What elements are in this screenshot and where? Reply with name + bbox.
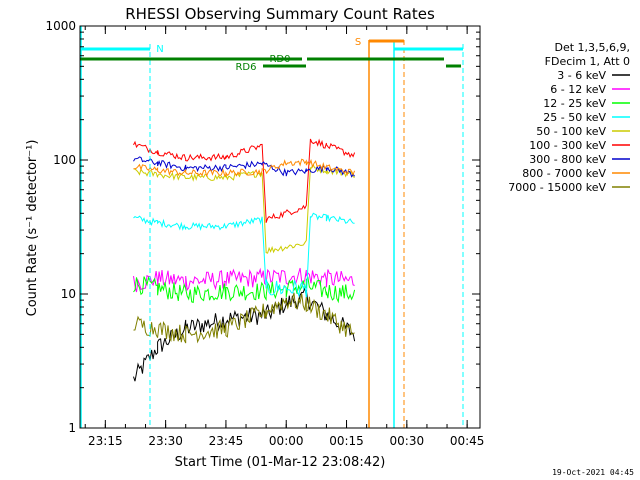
legend-label: 6 - 12 keV bbox=[550, 83, 606, 96]
x-tick-label: 23:30 bbox=[148, 434, 183, 448]
x-tick-label: 23:45 bbox=[209, 434, 244, 448]
series-line bbox=[133, 158, 356, 178]
x-tick-label: 00:00 bbox=[269, 434, 304, 448]
y-tick-label: 1000 bbox=[45, 19, 76, 33]
series-line bbox=[133, 212, 355, 298]
series-line bbox=[133, 275, 356, 304]
legend-label: 50 - 100 keV bbox=[536, 125, 606, 138]
series-line bbox=[133, 156, 355, 178]
legend-label: 300 - 800 keV bbox=[529, 153, 606, 166]
y-axis-label: Count Rate (s⁻¹ detector⁻¹) bbox=[25, 140, 40, 317]
x-tick-label: 23:15 bbox=[88, 434, 123, 448]
render-timestamp: 19-Oct-2021 04:45 bbox=[552, 468, 634, 477]
legend-label: 100 - 300 keV bbox=[529, 139, 606, 152]
series-line bbox=[133, 138, 356, 223]
legend-label: 7000 - 15000 keV bbox=[508, 181, 606, 194]
flag-label: S bbox=[355, 37, 361, 48]
legend: Det 1,3,5,6,9,FDecim 1, Att 03 - 6 keV6 … bbox=[508, 41, 630, 194]
chart-title: RHESSI Observing Summary Count Rates bbox=[125, 5, 435, 23]
legend-title: FDecim 1, Att 0 bbox=[545, 55, 630, 68]
y-tick-label: 100 bbox=[53, 153, 76, 167]
series-line bbox=[133, 164, 355, 254]
series-line bbox=[133, 292, 355, 344]
y-tick-label: 1 bbox=[68, 421, 76, 435]
flag-label: RD0 bbox=[269, 54, 290, 65]
series-line bbox=[133, 267, 355, 293]
legend-label: 800 - 7000 keV bbox=[522, 167, 606, 180]
flag-label: RD6 bbox=[235, 62, 256, 73]
plot-frame bbox=[79, 25, 481, 429]
x-axis-label: Start Time (01-Mar-12 23:08:42) bbox=[175, 455, 386, 470]
x-tick-label: 00:45 bbox=[450, 434, 485, 448]
legend-label: 3 - 6 keV bbox=[557, 69, 606, 82]
flag-label: N bbox=[156, 44, 163, 55]
legend-label: 12 - 25 keV bbox=[543, 97, 606, 110]
legend-title: Det 1,3,5,6,9, bbox=[554, 41, 630, 54]
legend-label: 25 - 50 keV bbox=[543, 111, 606, 124]
y-tick-label: 10 bbox=[61, 287, 76, 301]
x-tick-label: 00:30 bbox=[390, 434, 425, 448]
plot-area: N RD0 RD6 S 1 10 100 1000 23:15 23:30 23:45 00:00 00… bbox=[45, 19, 484, 448]
x-tick-label: 00:15 bbox=[329, 434, 364, 448]
